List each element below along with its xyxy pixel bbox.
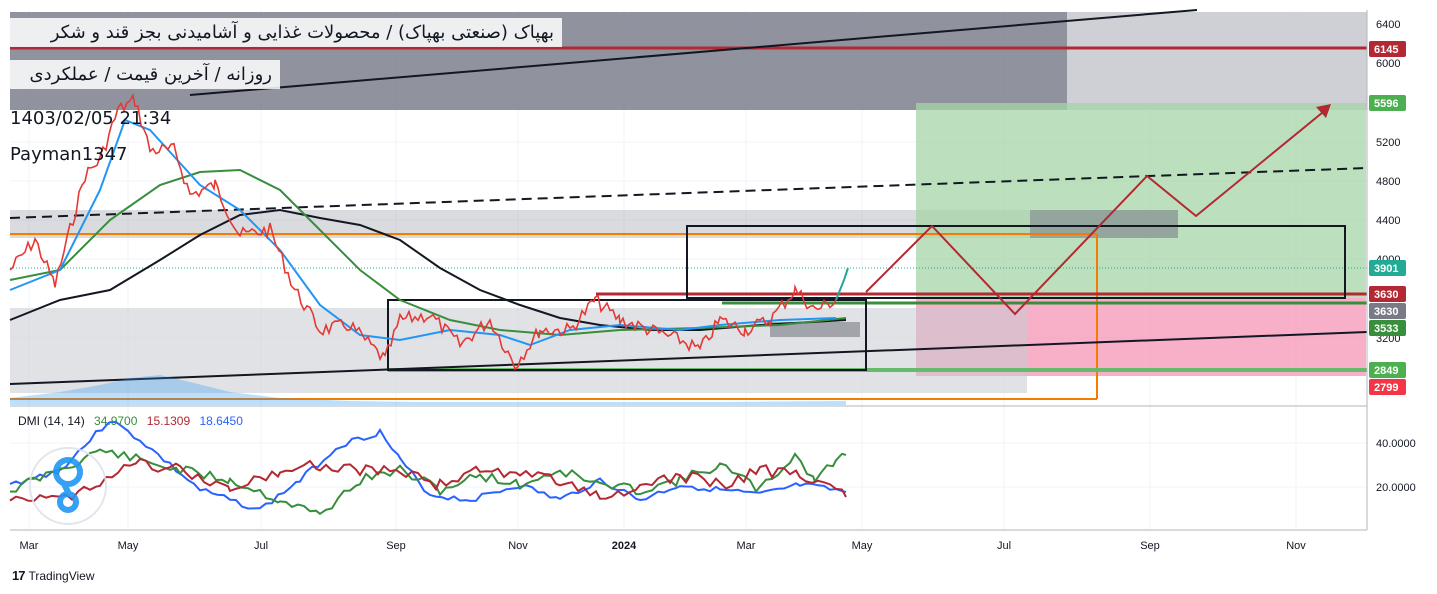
price-tick-label: 6000 [1376, 58, 1400, 70]
price-label-text: 2799 [1374, 382, 1398, 394]
small-gray-box [770, 322, 860, 337]
chart-subtitle: روزانه / آخرین قیمت / عملکردی [2, 60, 280, 89]
price-label-pill [1369, 260, 1406, 276]
price-label-text: 3630 [1374, 306, 1398, 318]
time-axis: Mar May Jul Sep Nov 2024 Mar May Jul Sep Nov [20, 540, 1307, 552]
price-label-pill [1369, 320, 1406, 336]
price-tick-label: 6400 [1376, 19, 1400, 31]
dmi-tick-label: 40.0000 [1376, 438, 1416, 450]
price-label-text: 6145 [1374, 44, 1398, 56]
time-tick-label: Jul [254, 540, 268, 552]
dmi-legend-title: DMI (14, 14) [18, 414, 85, 428]
brand-label: TradingView [28, 568, 95, 583]
time-tick-label: Jul [997, 540, 1011, 552]
dmi-tick-label: 20.0000 [1376, 482, 1416, 494]
chart-datetime: 1403/02/05 21:34 [10, 108, 172, 129]
light-resistance-zone [1067, 12, 1367, 110]
dmi-legend[interactable]: DMI (14, 14) 34.9700 15.1309 18.6450 [18, 414, 243, 428]
price-tick-label: 4800 [1376, 176, 1400, 188]
tradingview-brand[interactable]: 17 TradingView [12, 568, 95, 583]
time-tick-label: May [118, 540, 139, 552]
price-label-text: 3533 [1374, 323, 1398, 335]
time-tick-label: Sep [386, 540, 406, 552]
time-tick-label: Nov [1286, 540, 1306, 552]
price-tick-label: 5200 [1376, 137, 1400, 149]
projection-path [865, 107, 1329, 316]
price-label-text: 5596 [1374, 98, 1398, 110]
time-tick-label: Nov [508, 540, 528, 552]
price-label-pill [1369, 379, 1406, 395]
dmi-adx-line [9, 420, 847, 510]
time-tick-label: Mar [20, 540, 39, 552]
price-line [9, 92, 837, 371]
time-tick-label: Sep [1140, 540, 1160, 552]
tradingview-logo-icon: 17 [12, 568, 26, 583]
dmi-plus-value: 34.9700 [94, 414, 138, 428]
ema-mid-line [9, 168, 847, 337]
price-tick-label: 4400 [1376, 215, 1400, 227]
dmi-adx-value: 18.6450 [199, 414, 243, 428]
price-label-pill [1369, 95, 1406, 111]
dmi-minus-line [9, 457, 847, 502]
watermark-logo [29, 447, 107, 525]
volume-area [10, 375, 846, 405]
dmi-axis: 40.0000 20.0000 [1376, 438, 1416, 494]
time-tick-label: May [852, 540, 873, 552]
dmi-minus-value: 15.1309 [146, 414, 191, 428]
price-labels: 6145 5596 3901 3630 3630 3533 2849 2799 [1369, 41, 1406, 395]
upper-trendline [189, 9, 1198, 96]
price-label-text: 3901 [1374, 263, 1398, 275]
price-label-pill [1369, 303, 1406, 319]
target-zone [916, 103, 1366, 298]
dashed-trendline [9, 167, 1368, 219]
price-label-pill [1369, 362, 1406, 378]
time-tick-label: 2024 [612, 540, 637, 552]
chart-title: بهپاک (صنعتی بهپاک) / محصولات غذایی و آش… [2, 18, 562, 47]
price-label-text: 3630 [1374, 289, 1398, 301]
price-label-pill [1369, 286, 1406, 302]
price-axis: 6400600052004800440040003200 [1376, 19, 1400, 345]
ema-fast-line [9, 118, 837, 347]
projection-arrowhead [1316, 104, 1331, 118]
price-label-text: 2849 [1374, 365, 1398, 377]
chart-author: Payman1347 [10, 144, 128, 165]
price-label-pill [1369, 41, 1406, 57]
breakout-box [686, 225, 1346, 299]
time-tick-label: Mar [737, 540, 756, 552]
price-last-up [835, 267, 849, 301]
lower-trendline [9, 331, 1368, 385]
consolidation-box [387, 299, 867, 371]
